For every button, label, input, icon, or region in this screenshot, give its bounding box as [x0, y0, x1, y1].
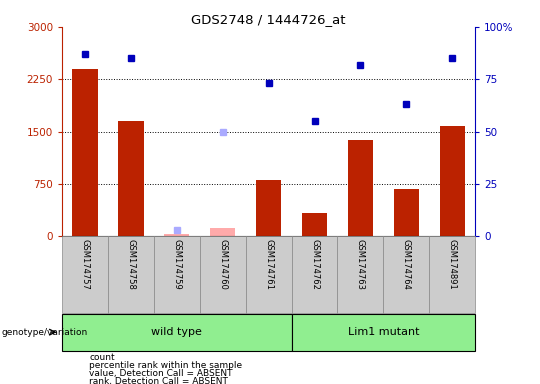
Bar — [210, 228, 235, 236]
Bar — [108, 236, 154, 313]
Text: GSM174759: GSM174759 — [172, 239, 181, 290]
Text: rank, Detection Call = ABSENT: rank, Detection Call = ABSENT — [89, 377, 228, 384]
Bar — [383, 236, 429, 313]
Text: value, Detection Call = ABSENT: value, Detection Call = ABSENT — [89, 369, 233, 378]
Bar — [256, 180, 281, 236]
Bar — [154, 236, 200, 313]
Text: GSM174763: GSM174763 — [356, 239, 365, 290]
Bar — [348, 140, 373, 236]
Bar — [429, 236, 475, 313]
Bar — [246, 236, 292, 313]
Bar — [200, 236, 246, 313]
Bar — [72, 69, 98, 236]
Text: wild type: wild type — [151, 327, 202, 337]
Text: percentile rank within the sample: percentile rank within the sample — [89, 361, 242, 370]
Bar — [440, 126, 465, 236]
Bar — [292, 314, 475, 351]
Title: GDS2748 / 1444726_at: GDS2748 / 1444726_at — [191, 13, 346, 26]
Text: GSM174764: GSM174764 — [402, 239, 411, 290]
Text: GSM174762: GSM174762 — [310, 239, 319, 290]
Text: GSM174758: GSM174758 — [126, 239, 136, 290]
Bar — [338, 236, 383, 313]
Text: GSM174760: GSM174760 — [218, 239, 227, 290]
Bar — [118, 121, 144, 236]
Bar — [62, 236, 108, 313]
Text: GSM174761: GSM174761 — [264, 239, 273, 290]
Text: GSM174757: GSM174757 — [80, 239, 90, 290]
Bar — [302, 213, 327, 236]
Bar — [292, 236, 338, 313]
Text: GSM174891: GSM174891 — [448, 239, 457, 290]
Bar — [62, 314, 292, 351]
Text: Lim1 mutant: Lim1 mutant — [348, 327, 419, 337]
Bar — [394, 189, 419, 236]
Text: genotype/variation: genotype/variation — [1, 328, 87, 337]
Text: count: count — [89, 353, 114, 362]
Bar — [164, 234, 190, 236]
